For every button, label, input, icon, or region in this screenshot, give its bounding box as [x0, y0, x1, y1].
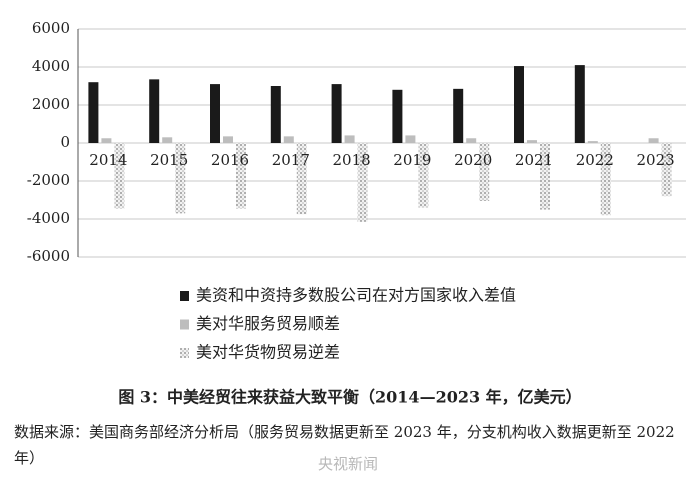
watermark: 央视新闻	[318, 455, 379, 473]
x-tick-label: 2019	[393, 151, 431, 169]
y-tick-label: -6000	[27, 247, 70, 265]
chart: 图 3：中美经贸往来获益大致平衡（2014—2023 年，亿美元） -6000 -…	[27, 19, 686, 407]
legend-label: 美对华货物贸易逆差	[196, 343, 340, 362]
bar	[283, 136, 294, 143]
bar	[357, 143, 368, 222]
bar	[101, 138, 112, 143]
x-tick-label: 2023	[637, 151, 675, 169]
bar	[479, 143, 490, 201]
x-tick-label: 2016	[211, 151, 249, 169]
bar	[149, 79, 160, 143]
bar	[114, 143, 125, 209]
y-tick-label: 4000	[32, 57, 70, 75]
bar	[236, 143, 246, 209]
bar	[587, 141, 598, 143]
bar	[574, 65, 585, 143]
bar	[453, 88, 464, 143]
bar	[418, 143, 429, 208]
bar	[514, 66, 524, 143]
x-tick-label: 2018	[333, 151, 371, 169]
y-tick-label: 6000	[32, 19, 70, 37]
x-tick-label: 2015	[150, 151, 188, 169]
y-tick-label: -2000	[27, 171, 70, 189]
bar	[162, 137, 173, 143]
bar	[270, 86, 281, 143]
bar	[210, 84, 220, 143]
legend-swatch	[180, 291, 189, 301]
bar	[540, 143, 550, 210]
legend-label: 美对华服务贸易顺差	[196, 314, 340, 333]
bar	[405, 135, 416, 143]
legend-swatch	[180, 319, 189, 330]
y-tick-label: -4000	[27, 209, 70, 227]
bar	[296, 143, 307, 215]
bar	[661, 143, 672, 197]
bar	[88, 82, 99, 143]
y-tick-label: 2000	[32, 95, 70, 113]
bar	[344, 135, 355, 143]
chart-caption: 图 3：中美经贸往来获益大致平衡（2014—2023 年，亿美元）	[118, 388, 581, 407]
legend-swatch	[180, 348, 189, 358]
y-tick-label: 0	[60, 133, 70, 151]
x-tick-label: 2017	[272, 151, 310, 169]
bar	[175, 143, 186, 214]
bar	[392, 89, 403, 143]
bar	[331, 84, 342, 143]
source-note: 数据来源：美国商务部经济分析局（服务贸易数据更新至 2023 年，分支机构收入数…	[14, 423, 675, 467]
x-tick-label: 2021	[515, 151, 553, 169]
bar	[527, 140, 537, 143]
x-tick-label: 2020	[454, 151, 492, 169]
bar	[648, 138, 659, 143]
bar	[466, 138, 477, 143]
x-tick-label: 2022	[576, 151, 614, 169]
x-tick-label: 2014	[89, 151, 127, 169]
bar	[223, 136, 233, 143]
bar	[600, 143, 611, 216]
legend-label: 美资和中资持多数股公司在对方国家收入差值	[196, 286, 516, 305]
